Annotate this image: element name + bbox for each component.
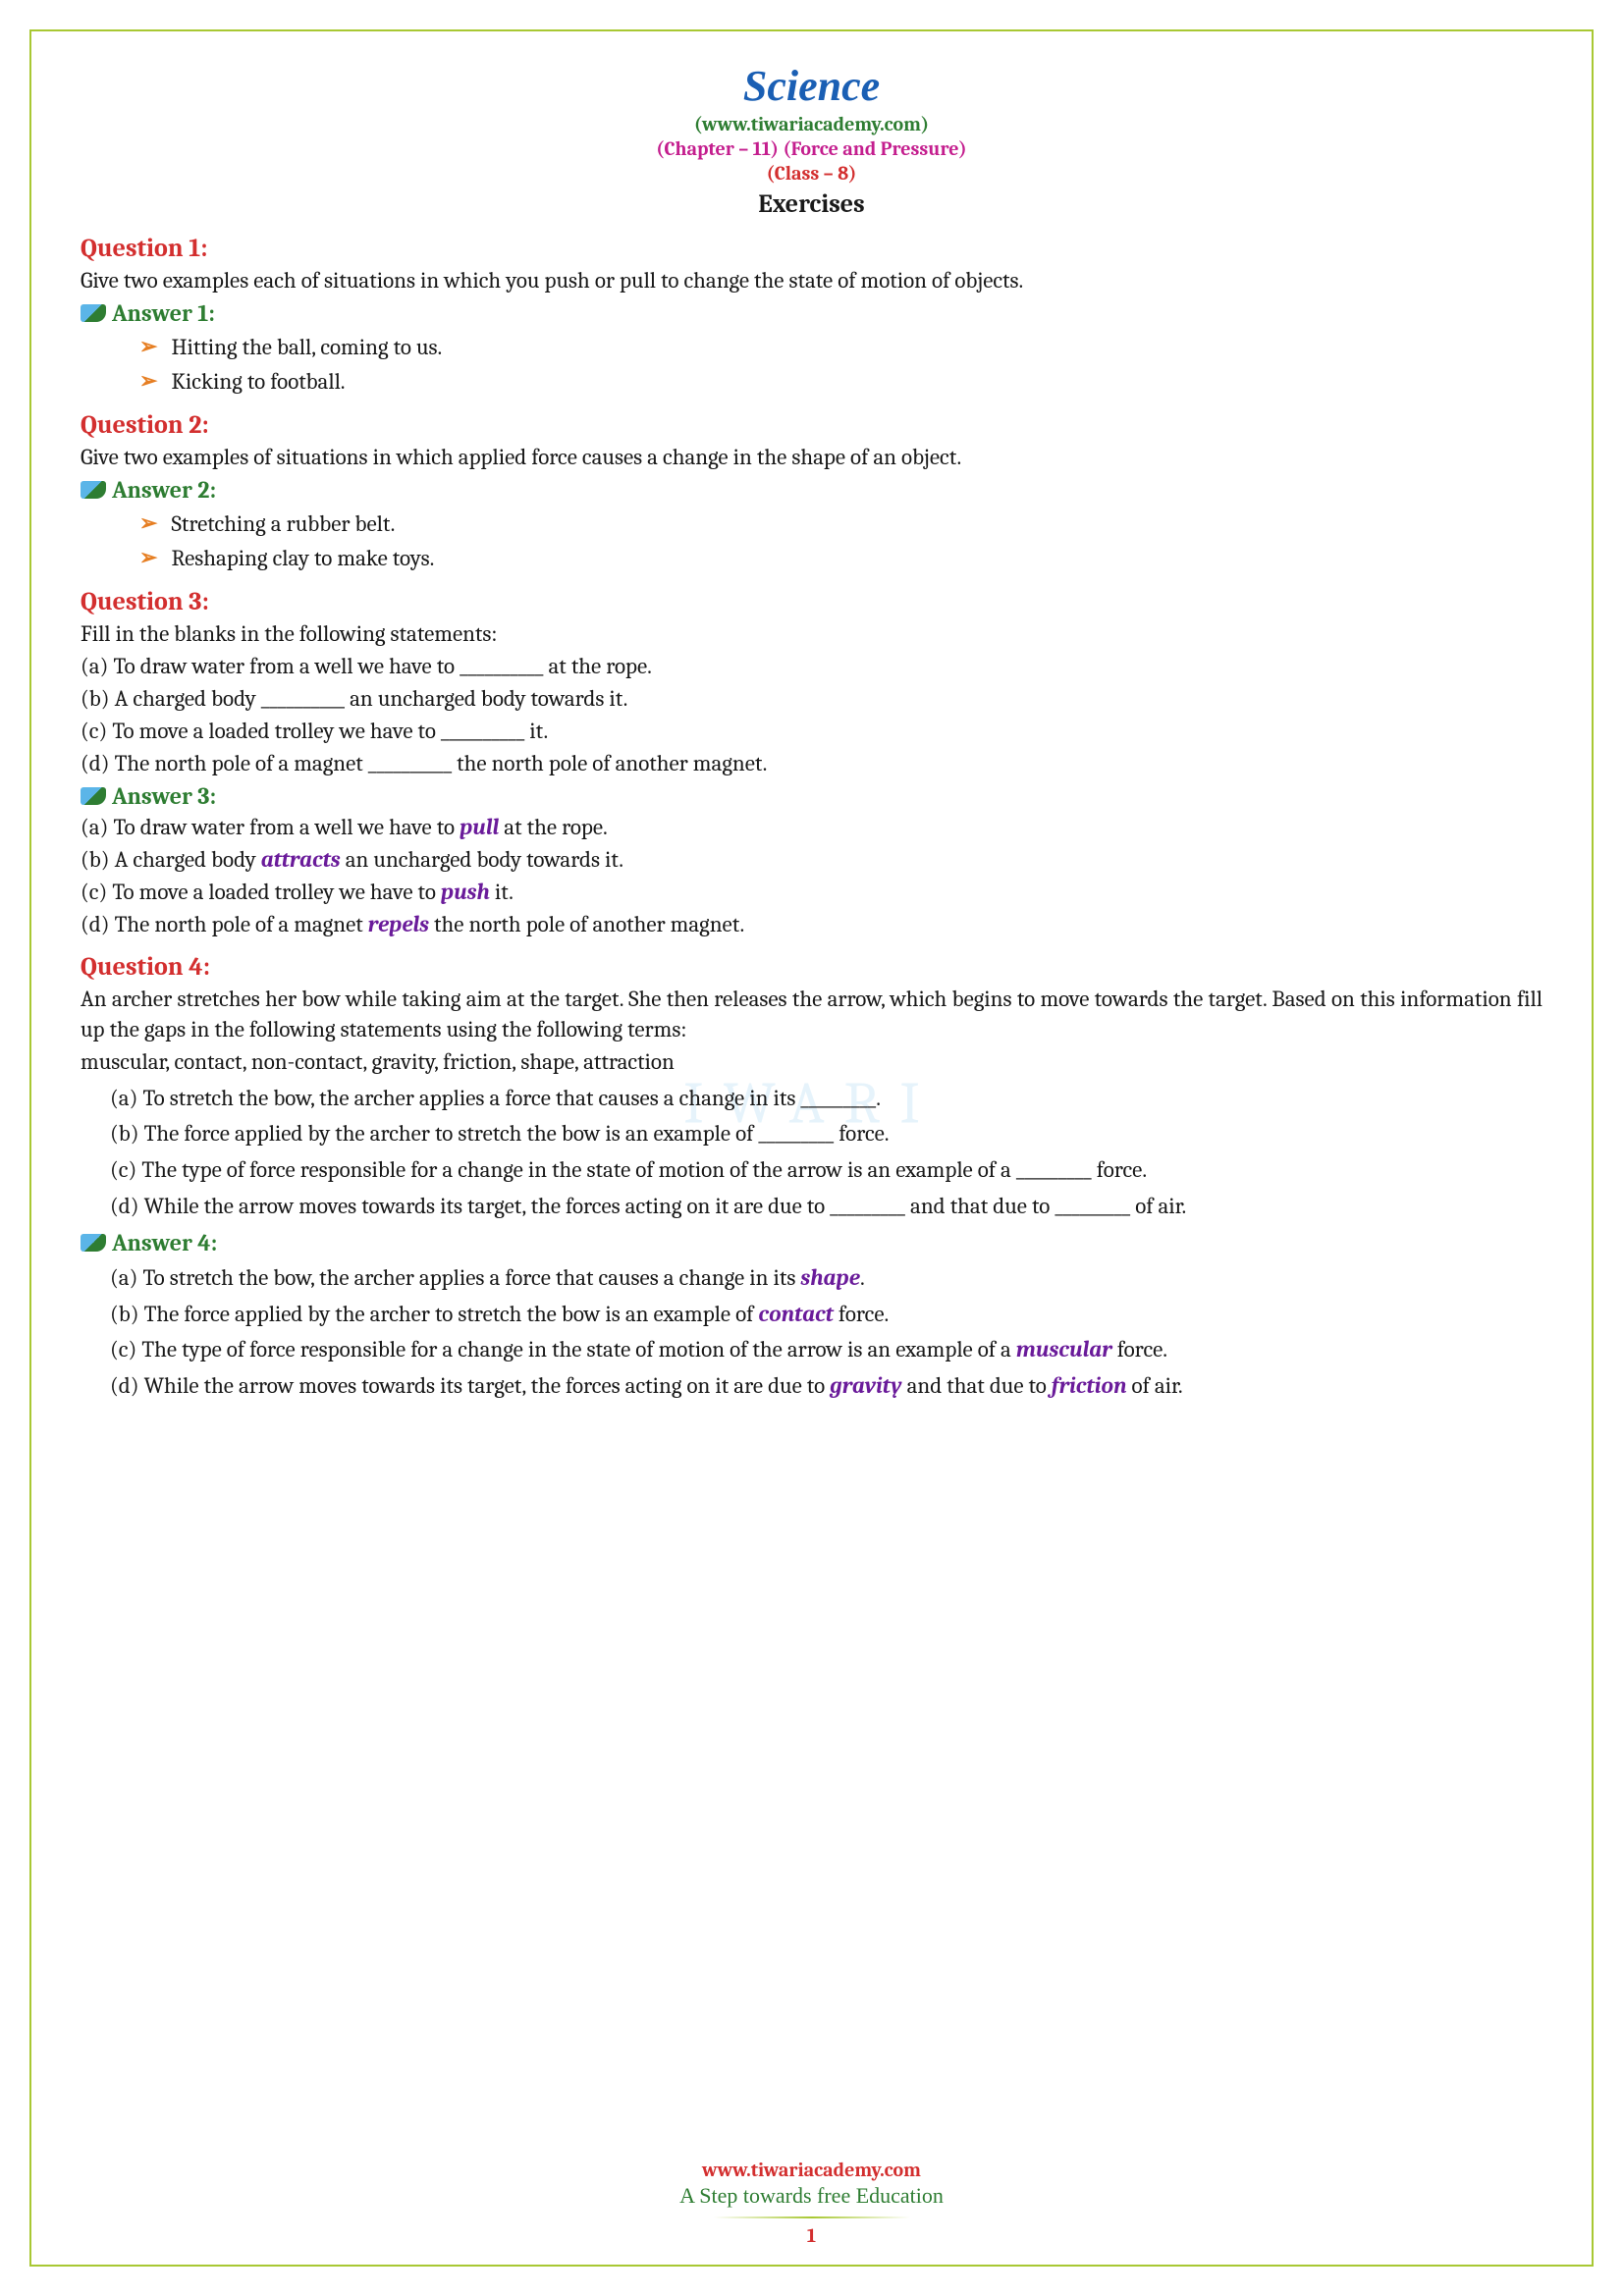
answer-icon: [81, 787, 106, 805]
page-frame: IWARI Science (www.tiwariacademy.com) (C…: [29, 29, 1594, 2267]
bullet-arrow-icon: ➢: [139, 331, 157, 363]
question-1-text: Give two examples each of situations in …: [81, 265, 1542, 295]
fill-word: attracts: [261, 846, 341, 873]
list-item: ➢ Kicking to football.: [139, 365, 1542, 400]
answer-icon: [81, 481, 106, 499]
answer-3-b: (b) A charged body attracts an uncharged…: [81, 844, 1542, 875]
bullet-arrow-icon: ➢: [139, 542, 157, 574]
footer-url: www.tiwariacademy.com: [31, 2159, 1592, 2181]
answer-1-heading: Answer 1:: [81, 299, 1542, 327]
answer-4-d: (d) While the arrow moves towards its ta…: [110, 1368, 1542, 1405]
question-3-c: (c) To move a loaded trolley we have to …: [81, 716, 1542, 746]
question-3-heading: Question 3:: [81, 587, 1542, 616]
bullet-arrow-icon: ➢: [139, 365, 157, 398]
question-4-text: An archer stretches her bow while taking…: [81, 984, 1542, 1044]
fill-word: gravity: [830, 1372, 901, 1399]
website-label: (www.tiwariacademy.com): [81, 113, 1542, 135]
subject-title: Science: [81, 61, 1542, 111]
answer-4-a: (a) To stretch the bow, the archer appli…: [110, 1260, 1542, 1297]
list-item: ➢ Reshaping clay to make toys.: [139, 542, 1542, 576]
answer-4-label: Answer 4:: [112, 1229, 217, 1256]
bullet-arrow-icon: ➢: [139, 507, 157, 540]
bullet-text: Reshaping clay to make toys.: [171, 542, 434, 576]
page-footer: www.tiwariacademy.com A Step towards fre…: [31, 2159, 1592, 2247]
question-3-d: (d) The north pole of a magnet _________…: [81, 748, 1542, 778]
footer-tagline: A Step towards free Education: [31, 2183, 1592, 2209]
answer-1-label: Answer 1:: [112, 299, 215, 327]
question-3-intro: Fill in the blanks in the following stat…: [81, 618, 1542, 649]
answer-3-c: (c) To move a loaded trolley we have to …: [81, 877, 1542, 907]
answer-2-list: ➢ Stretching a rubber belt. ➢ Reshaping cl…: [139, 507, 1542, 575]
answer-4-c: (c) The type of force responsible for a …: [110, 1332, 1542, 1368]
answer-3-d: (d) The north pole of a magnet repels th…: [81, 909, 1542, 939]
fill-word: shape: [800, 1264, 860, 1291]
fill-word: repels: [368, 911, 429, 937]
fill-word: friction: [1052, 1372, 1127, 1399]
question-4-subitems: (a) To stretch the bow, the archer appli…: [110, 1081, 1542, 1225]
answer-1-list: ➢ Hitting the ball, coming to us. ➢ Kickin…: [139, 331, 1542, 399]
question-1-heading: Question 1:: [81, 234, 1542, 263]
answer-icon: [81, 1234, 106, 1252]
question-4-d: (d) While the arrow moves towards its ta…: [110, 1189, 1542, 1225]
answer-3-heading: Answer 3:: [81, 782, 1542, 810]
fill-word: contact: [758, 1301, 833, 1327]
question-4-c: (c) The type of force responsible for a …: [110, 1152, 1542, 1189]
list-item: ➢ Hitting the ball, coming to us.: [139, 331, 1542, 365]
bullet-text: Kicking to football.: [171, 365, 345, 400]
answer-3-a: (a) To draw water from a well we have to…: [81, 812, 1542, 842]
exercises-heading: Exercises: [81, 189, 1542, 219]
class-label: (Class – 8): [81, 162, 1542, 185]
answer-3-label: Answer 3:: [112, 782, 216, 810]
answer-4-subitems: (a) To stretch the bow, the archer appli…: [110, 1260, 1542, 1405]
list-item: ➢ Stretching a rubber belt.: [139, 507, 1542, 542]
footer-divider: [714, 2216, 910, 2218]
answer-icon: [81, 304, 106, 322]
question-2-text: Give two examples of situations in which…: [81, 442, 1542, 472]
fill-word: muscular: [1016, 1336, 1112, 1362]
question-2-heading: Question 2:: [81, 410, 1542, 440]
page-header: Science (www.tiwariacademy.com) (Chapter…: [81, 61, 1542, 219]
answer-2-heading: Answer 2:: [81, 476, 1542, 504]
page-number: 1: [31, 2224, 1592, 2247]
chapter-label: (Chapter – 11) (Force and Pressure): [81, 137, 1542, 160]
answer-2-label: Answer 2:: [112, 476, 216, 504]
fill-word: push: [441, 879, 490, 905]
question-4-a: (a) To stretch the bow, the archer appli…: [110, 1081, 1542, 1117]
fill-word: pull: [460, 814, 499, 840]
question-4-heading: Question 4:: [81, 952, 1542, 982]
answer-4-b: (b) The force applied by the archer to s…: [110, 1297, 1542, 1333]
question-4-terms: muscular, contact, non-contact, gravity,…: [81, 1046, 1542, 1077]
bullet-text: Hitting the ball, coming to us.: [171, 331, 442, 365]
question-3-b: (b) A charged body __________ an uncharg…: [81, 683, 1542, 714]
question-4-b: (b) The force applied by the archer to s…: [110, 1116, 1542, 1152]
question-3-a: (a) To draw water from a well we have to…: [81, 651, 1542, 681]
bullet-text: Stretching a rubber belt.: [171, 507, 395, 542]
answer-4-heading: Answer 4:: [81, 1229, 1542, 1256]
